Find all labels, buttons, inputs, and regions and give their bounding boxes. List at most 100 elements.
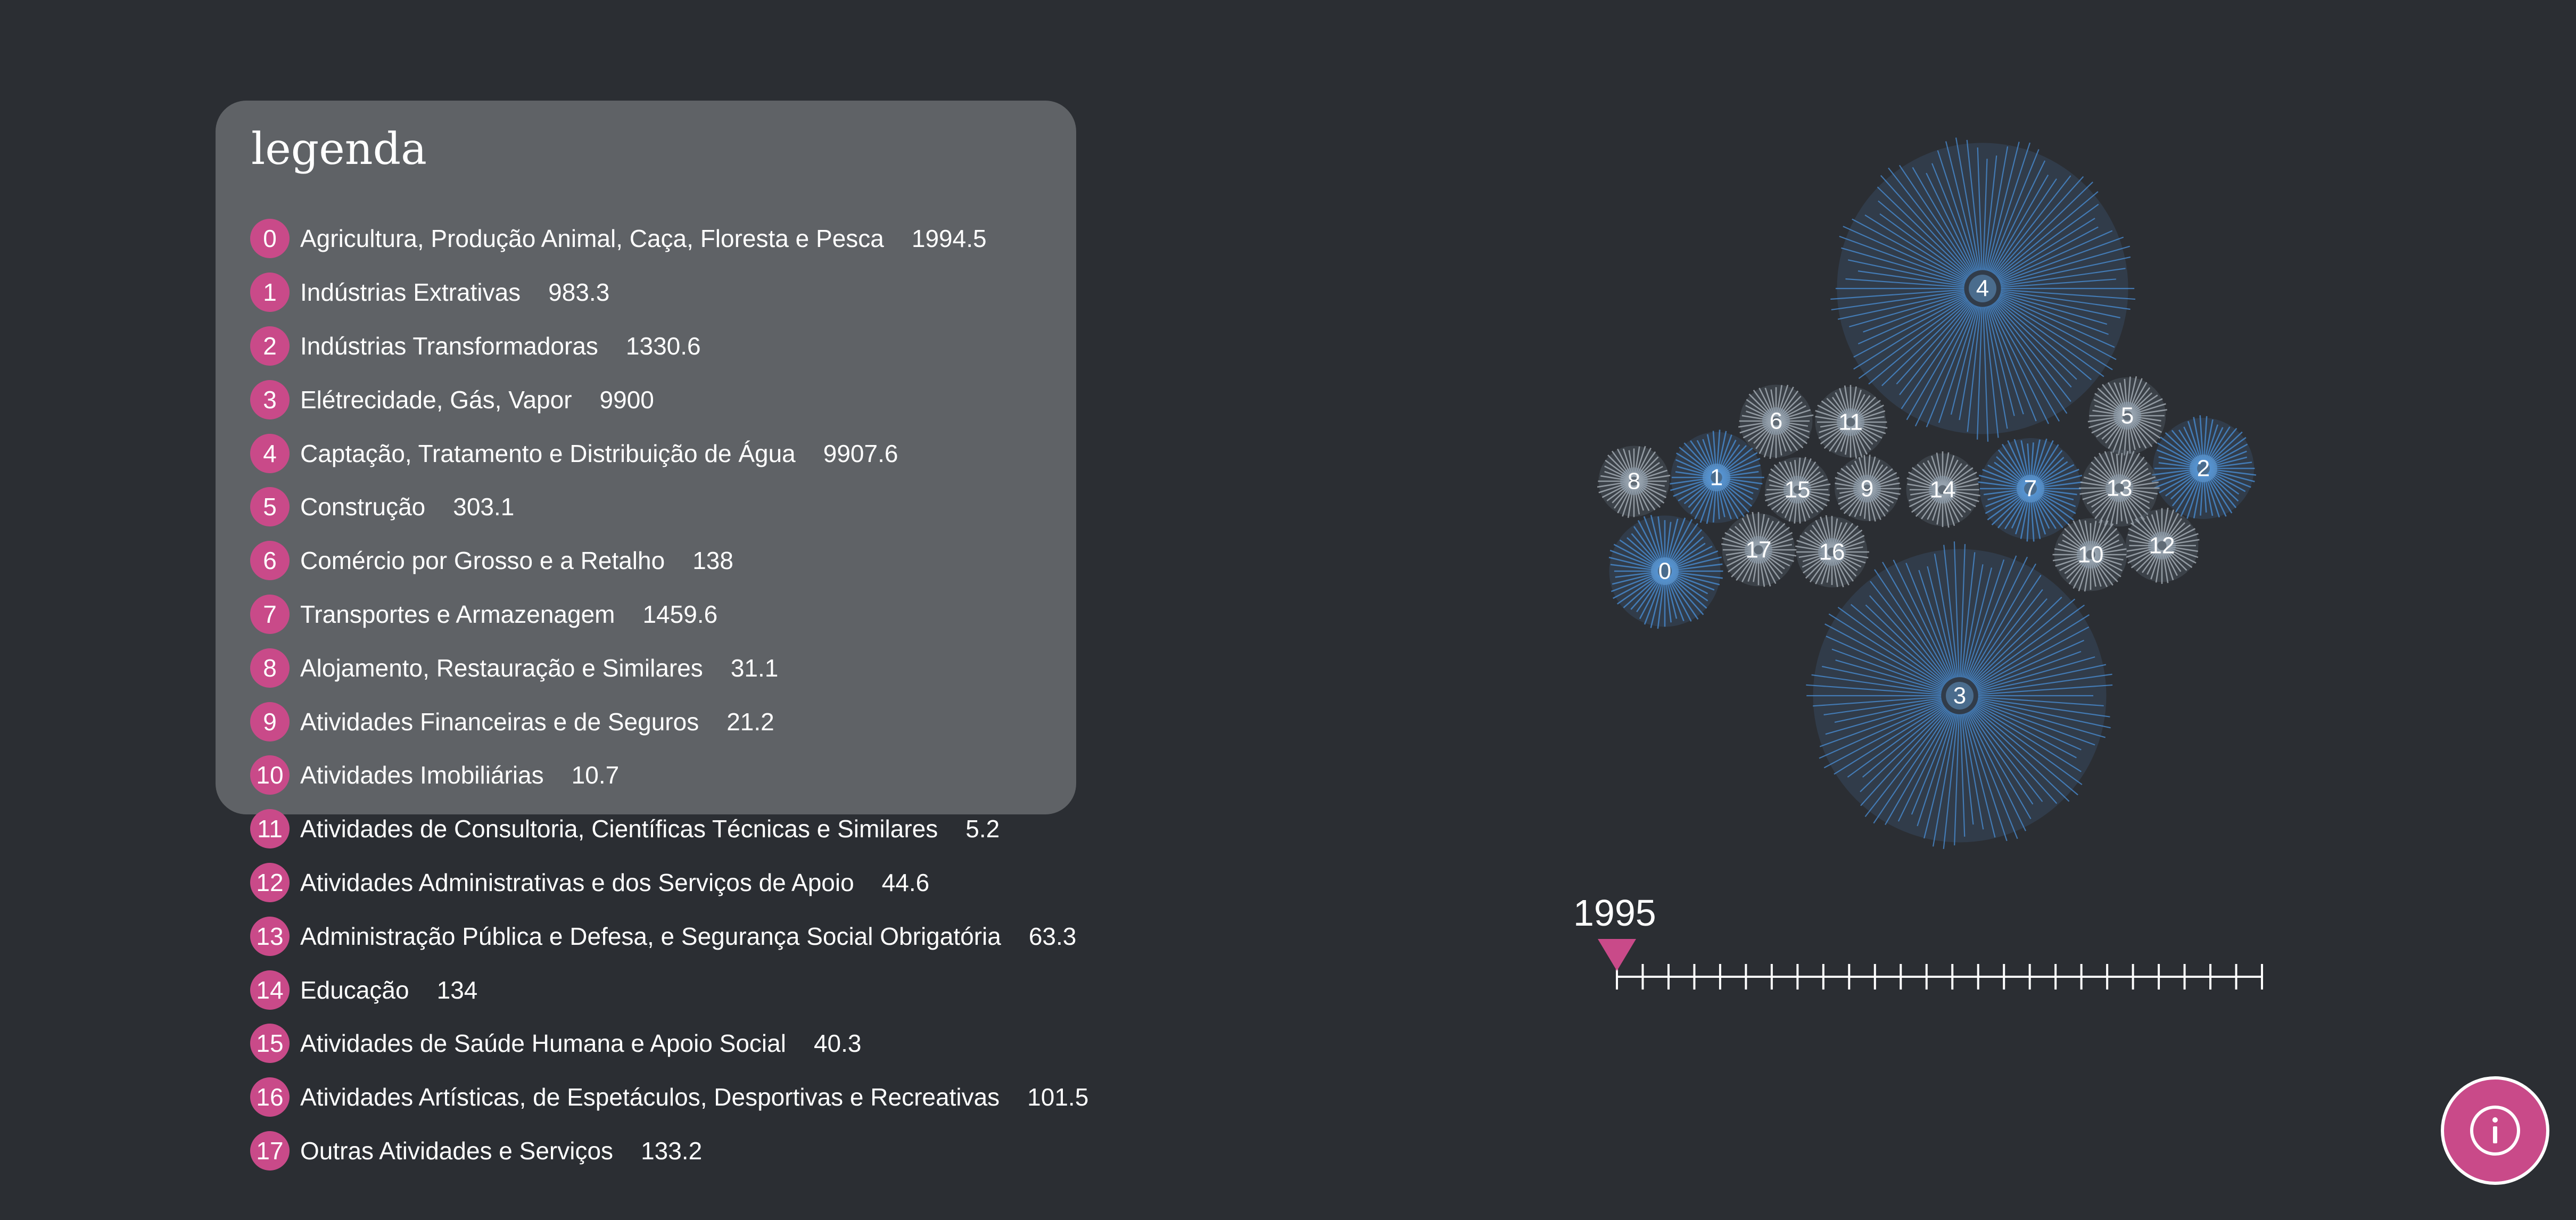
legend-item-value: 134 <box>436 976 478 1004</box>
legend-item-label: Educação <box>300 976 409 1004</box>
legend-item[interactable]: 1 Indústrias Extrativas 983.3 <box>250 266 1088 319</box>
bubble-label: 8 <box>1628 468 1640 494</box>
bubble-label: 6 <box>1770 408 1782 434</box>
legend-item[interactable]: 5 Construção 303.1 <box>250 480 1088 534</box>
bubble-6[interactable]: 6 <box>1738 384 1814 459</box>
bubble-label: 13 <box>2107 475 2133 501</box>
legend-item[interactable]: 12 Atividades Administrativas e dos Servi… <box>250 856 1088 910</box>
legend-item-label: Elétrecidade, Gás, Vapor <box>300 385 572 414</box>
legend-item-label: Atividades de Consultoria, Científicas T… <box>300 815 938 843</box>
legend-item[interactable]: 16 Atividades Artísticas, de Espetáculos,… <box>250 1070 1088 1124</box>
legend-list: 0 Agricultura, Produção Animal, Caça, Flo… <box>250 212 1088 1177</box>
legend-item-label: Atividades Artísticas, de Espetáculos, D… <box>300 1083 1000 1111</box>
timeline-handle[interactable] <box>1598 939 1636 971</box>
legend-index-badge: 16 <box>250 1077 290 1117</box>
bubble-12[interactable]: 12 <box>2125 507 2200 584</box>
legend-item[interactable]: 3 Elétrecidade, Gás, Vapor 9900 <box>250 373 1088 426</box>
legend-index-badge: 14 <box>250 970 290 1010</box>
legend-item-label: Agricultura, Produção Animal, Caça, Flor… <box>300 225 884 253</box>
bubble-0[interactable]: 0 <box>1608 515 1723 629</box>
bubble-13[interactable]: 13 <box>2079 449 2160 527</box>
legend-item-value: 44.6 <box>881 868 930 896</box>
bubble-7[interactable]: 7 <box>1978 438 2083 542</box>
bubble-2[interactable]: 2 <box>2151 415 2257 519</box>
legend-item[interactable]: 11 Atividades de Consultoria, Científicas… <box>250 802 1088 856</box>
legend-item[interactable]: 17 Outras Atividades e Serviços 133.2 <box>250 1124 1088 1178</box>
bubble-17[interactable]: 17 <box>1721 512 1797 587</box>
bubble-label: 2 <box>2197 456 2210 482</box>
legend-index-badge: 13 <box>250 916 290 956</box>
legend-item[interactable]: 14 Educação 134 <box>250 963 1088 1017</box>
bubble-label: 16 <box>1819 539 1845 565</box>
legend-item[interactable]: 15 Atividades de Saúde Humana e Apoio Soc… <box>250 1017 1088 1070</box>
bubble-label: 3 <box>1953 683 1966 709</box>
legend-item-label: Indústrias Extrativas <box>300 278 521 307</box>
info-button[interactable] <box>2441 1076 2549 1185</box>
bubble-8[interactable]: 8 <box>1597 446 1671 518</box>
bubble-label: 15 <box>1785 477 1811 503</box>
legend-item-label: Alojamento, Restauração e Similares <box>300 654 703 682</box>
legend-index-badge: 11 <box>250 809 290 849</box>
bubble-label: 10 <box>2078 542 2104 568</box>
legend-panel <box>216 101 1076 814</box>
legend-item[interactable]: 8 Alojamento, Restauração e Similares 31.1 <box>250 641 1088 695</box>
legend-item[interactable]: 13 Administração Pública e Defesa, e Segu… <box>250 909 1088 963</box>
legend-item-value: 21.2 <box>726 707 774 736</box>
legend-item-label: Atividades Imobiliárias <box>300 761 544 789</box>
timeline-slider[interactable] <box>1591 937 2273 995</box>
legend-item-value: 1330.6 <box>625 332 701 360</box>
bubble-14[interactable]: 14 <box>1906 451 1980 528</box>
legend-item-value: 101.5 <box>1027 1083 1089 1111</box>
legend-item[interactable]: 2 Indústrias Transformadoras 1330.6 <box>250 319 1088 373</box>
legend-item-label: Construção <box>300 493 426 521</box>
bubble-label: 9 <box>1861 476 1873 502</box>
legend-item-value: 1994.5 <box>911 225 987 253</box>
legend-item-value: 983.3 <box>548 278 610 307</box>
bubble-label: 0 <box>1658 558 1671 584</box>
bubble-label: 12 <box>2149 533 2175 559</box>
bubble-15[interactable]: 15 <box>1764 457 1831 524</box>
legend-index-badge: 1 <box>250 273 290 312</box>
legend-item[interactable]: 10 Atividades Imobiliárias 10.7 <box>250 748 1088 802</box>
legend-item[interactable]: 0 Agricultura, Produção Animal, Caça, Flo… <box>250 212 1088 266</box>
legend-item-value: 303.1 <box>453 493 515 521</box>
legend-item-label: Captação, Tratamento e Distribuição de Á… <box>300 439 796 467</box>
legend-item[interactable]: 9 Atividades Financeiras e de Seguros 21.2 <box>250 695 1088 748</box>
bubble-label: 1 <box>1710 465 1723 491</box>
legend-item-value: 9907.6 <box>823 439 898 467</box>
info-icon <box>2470 1106 2520 1156</box>
legend-item-label: Transportes e Armazenagem <box>300 600 615 628</box>
bubble-label: 11 <box>1838 409 1863 435</box>
bubble-label: 17 <box>1746 537 1772 563</box>
legend-item-value: 63.3 <box>1028 922 1077 950</box>
bubble-9[interactable]: 9 <box>1835 455 1901 522</box>
legend-item[interactable]: 4 Captação, Tratamento e Distribuição de … <box>250 426 1088 480</box>
bubble-label: 14 <box>1930 477 1956 503</box>
legend-item-label: Administração Pública e Defesa, e Segura… <box>300 922 1001 950</box>
legend-index-badge: 15 <box>250 1024 290 1064</box>
bubble-3[interactable]: 3 <box>1806 541 2113 850</box>
legend-index-badge: 5 <box>250 487 290 527</box>
legend-item-label: Comércio por Grosso e a Retalho <box>300 547 665 575</box>
legend-index-badge: 9 <box>250 702 290 741</box>
legend-item-value: 40.3 <box>813 1029 862 1058</box>
legend-item[interactable]: 6 Comércio por Grosso e a Retalho 138 <box>250 534 1088 588</box>
bubble-11[interactable]: 11 <box>1815 385 1888 459</box>
legend-item-label: Atividades de Saúde Humana e Apoio Socia… <box>300 1029 786 1058</box>
legend-index-badge: 0 <box>250 219 290 259</box>
bubble-label: 4 <box>1976 276 1989 302</box>
timeline-year-label: 1995 <box>1573 892 1656 934</box>
legend-item-value: 1459.6 <box>642 600 718 628</box>
legend-item-value: 133.2 <box>641 1136 703 1165</box>
bubble-10[interactable]: 10 <box>2052 518 2127 592</box>
legend-index-badge: 8 <box>250 648 290 688</box>
legend-index-badge: 6 <box>250 541 290 581</box>
bubble-5[interactable]: 5 <box>2087 376 2167 456</box>
bubble-16[interactable]: 16 <box>1795 515 1869 588</box>
legend-item-label: Outras Atividades e Serviços <box>300 1136 614 1165</box>
bubble-4[interactable]: 4 <box>1830 137 2136 442</box>
bubble-1[interactable]: 1 <box>1670 430 1764 524</box>
legend-item[interactable]: 7 Transportes e Armazenagem 1459.6 <box>250 588 1088 641</box>
bubble-label: 7 <box>2024 476 2037 502</box>
legend-index-badge: 3 <box>250 380 290 419</box>
